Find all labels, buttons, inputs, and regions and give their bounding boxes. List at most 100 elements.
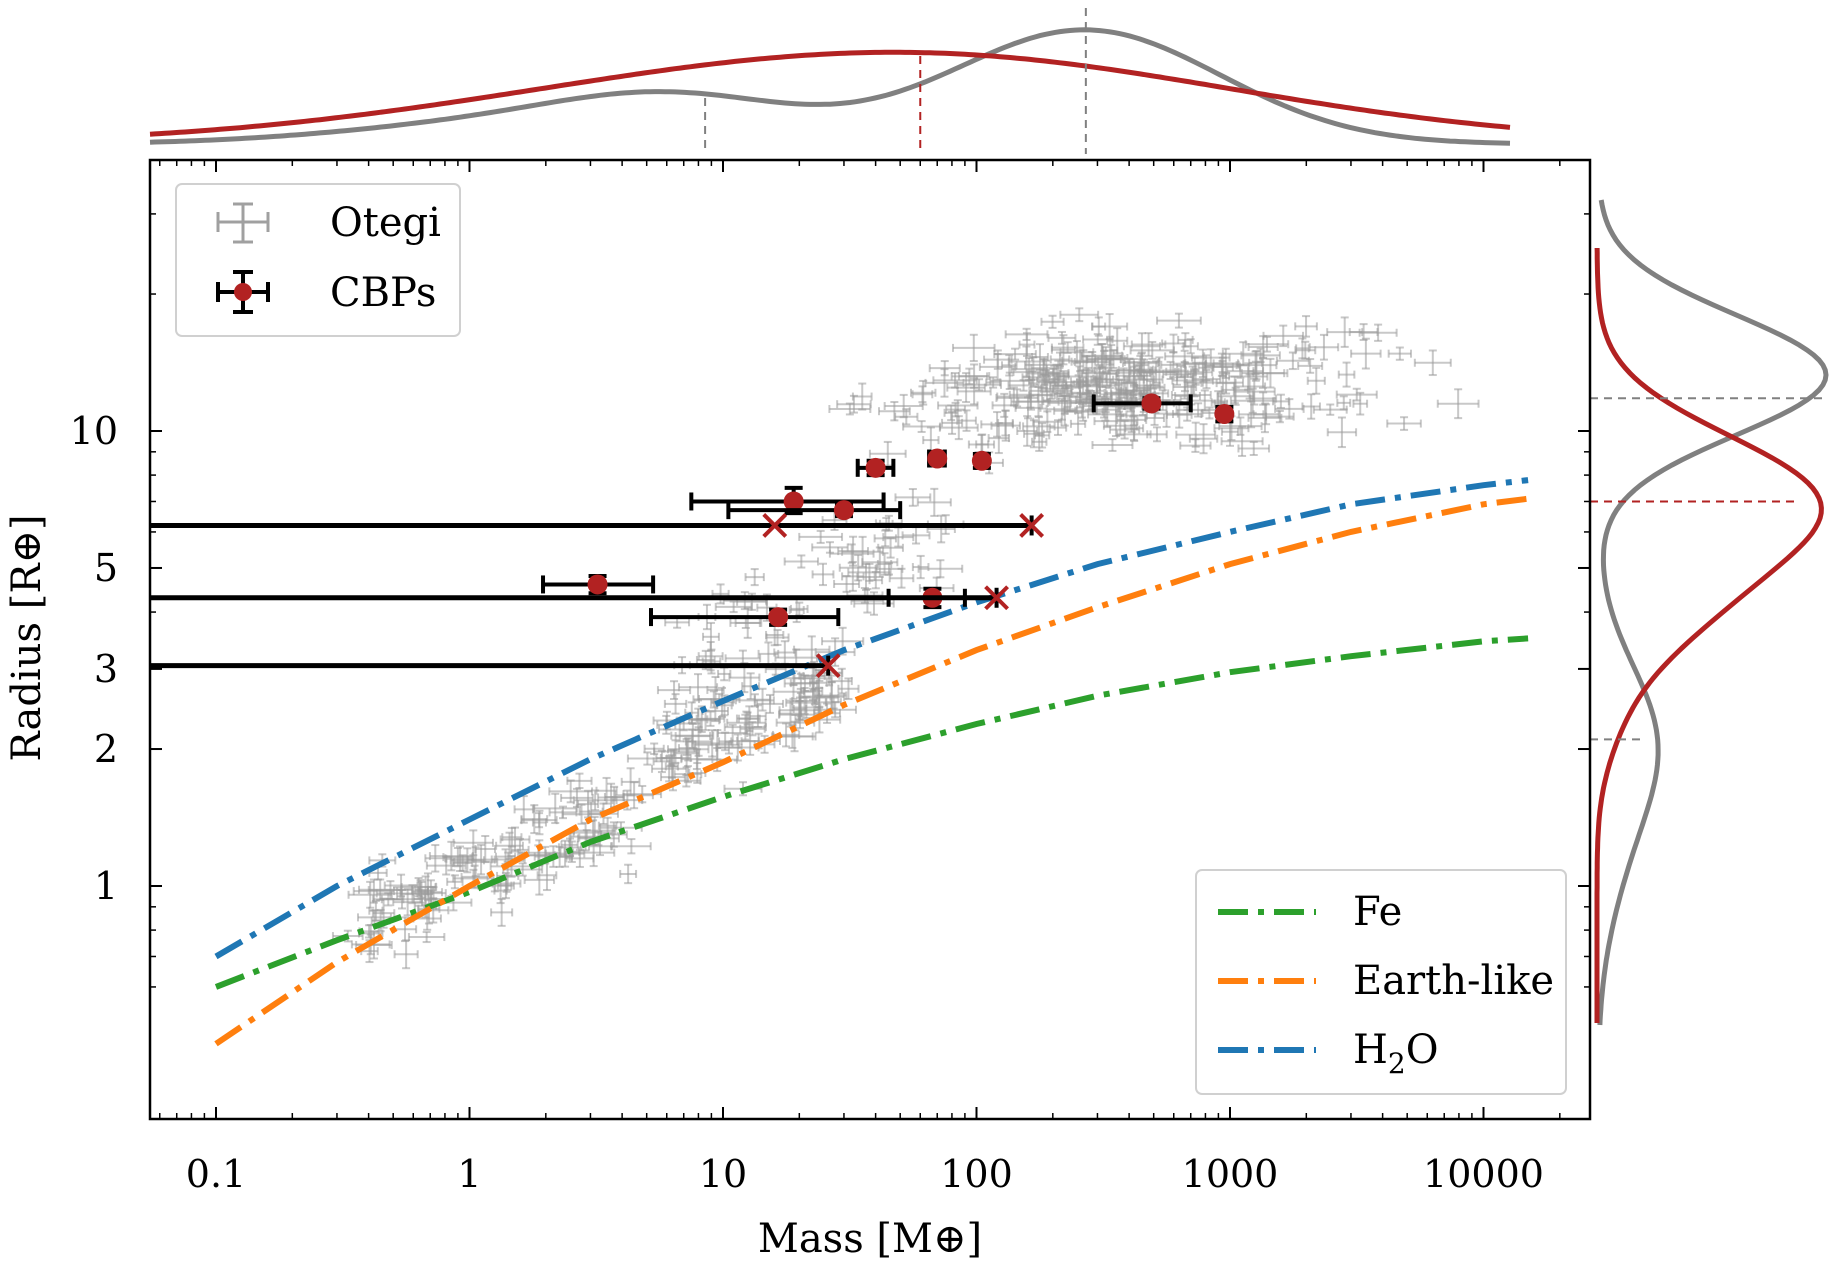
otegi-point — [407, 931, 446, 944]
y-tick-label: 1 — [94, 864, 118, 908]
otegi-point — [1233, 373, 1267, 400]
legend-otegi-marker — [216, 202, 270, 244]
legend-lines: Fe Earth-like H2O — [1195, 869, 1567, 1095]
otegi-point — [917, 559, 964, 579]
main-plot-area: 0.1 1 10 100 1000 10000 1 2 3 5 10 — [70, 158, 1592, 1196]
otegi-point — [1294, 340, 1317, 360]
otegi-point — [811, 562, 835, 587]
otegi-point — [1275, 351, 1310, 371]
otegi-point — [1352, 391, 1369, 416]
otegi-point — [821, 626, 865, 656]
otegi-point — [1387, 346, 1413, 361]
otegi-point — [861, 546, 899, 579]
otegi-point — [449, 847, 486, 874]
cbp-upper-limit-marker — [762, 513, 788, 538]
otegi-point — [446, 874, 464, 890]
otegi-point — [1265, 409, 1295, 424]
otegi-point — [611, 838, 652, 855]
otegi-point — [813, 701, 857, 719]
otegi-point — [772, 683, 815, 700]
otegi-point — [716, 733, 760, 762]
otegi-point — [946, 372, 986, 404]
y-axis-ticks: 1 2 3 5 10 — [70, 213, 1590, 988]
cbp-point — [971, 450, 992, 471]
otegi-point — [1301, 393, 1321, 420]
otegi-point — [701, 648, 722, 675]
otegi-point — [1116, 406, 1148, 434]
otegi-point — [1004, 327, 1049, 341]
otegi-point — [1336, 395, 1352, 411]
y-tick-label: 2 — [94, 727, 118, 771]
legend-h2o-subscript: 2 — [1388, 1047, 1406, 1080]
right-kde-otegi-curve — [1597, 199, 1829, 1026]
cbp-point — [587, 574, 608, 595]
otegi-point — [383, 873, 419, 898]
otegi-point — [850, 588, 885, 614]
otegi-point — [1154, 360, 1187, 380]
y-axis-title: Radius [R⊕] — [4, 514, 50, 761]
otegi-point — [656, 680, 692, 701]
otegi-point — [1247, 402, 1283, 434]
cbp-point — [833, 500, 854, 521]
otegi-point — [894, 488, 932, 507]
otegi-point — [520, 804, 549, 835]
curve-h2o — [214, 477, 1529, 960]
y-tick-label: 10 — [70, 409, 118, 453]
otegi-point — [1033, 422, 1051, 449]
legend-points: Otegi CBPs — [175, 183, 461, 337]
otegi-point — [1091, 316, 1107, 337]
otegi-point — [1130, 332, 1167, 357]
otegi-point — [495, 831, 524, 860]
otegi-point — [1172, 374, 1198, 400]
otegi-point — [655, 748, 692, 768]
otegi-point — [1188, 423, 1219, 455]
otegi-point — [1050, 341, 1085, 354]
otegi-point — [836, 394, 872, 414]
curve-earth-like — [214, 495, 1529, 1047]
otegi-point — [952, 333, 996, 363]
otegi-point — [1335, 387, 1378, 402]
otegi-point — [1062, 401, 1104, 422]
otegi-point — [943, 404, 959, 422]
otegi-point — [694, 729, 741, 761]
cbp-point — [1141, 393, 1162, 414]
legend-cbp-label: CBPs — [330, 270, 436, 316]
top-mass-kde-panel — [149, 8, 1511, 154]
otegi-point — [1146, 426, 1168, 443]
otegi-point — [1294, 315, 1318, 338]
otegi-point — [1129, 340, 1175, 360]
x-tick-label: 1000 — [1182, 1152, 1279, 1196]
otegi-point — [811, 541, 849, 554]
otegi-point — [368, 899, 384, 922]
otegi-point — [980, 411, 1014, 438]
otegi-point — [1193, 361, 1214, 383]
otegi-point — [883, 393, 924, 419]
otegi-point — [1221, 341, 1265, 367]
otegi-point — [793, 635, 831, 664]
legend-cbp-dot — [234, 283, 252, 301]
otegi-point — [997, 409, 1014, 437]
otegi-point — [783, 554, 820, 569]
cbp-point — [768, 607, 789, 628]
cbp-upper-limit-marker — [815, 653, 841, 679]
otegi-point — [1052, 379, 1073, 398]
otegi-point — [424, 844, 447, 873]
otegi-point — [653, 739, 698, 764]
x-axis-ticks: 0.1 1 10 100 1000 10000 — [159, 160, 1561, 1196]
otegi-point — [1297, 358, 1324, 374]
otegi-point — [1326, 416, 1358, 449]
x-tick-label: 1 — [457, 1152, 481, 1196]
otegi-point — [1115, 365, 1153, 386]
y-tick-label: 5 — [94, 546, 118, 590]
otegi-point — [798, 529, 844, 544]
otegi-point — [695, 710, 726, 727]
otegi-point — [789, 601, 809, 617]
plot-frame — [148, 158, 1592, 1121]
otegi-point — [744, 568, 765, 587]
otegi-point — [1237, 440, 1271, 457]
otegi-point — [1306, 366, 1326, 395]
otegi-point — [926, 514, 956, 544]
otegi-point — [1102, 358, 1118, 389]
otegi-point — [520, 812, 558, 829]
